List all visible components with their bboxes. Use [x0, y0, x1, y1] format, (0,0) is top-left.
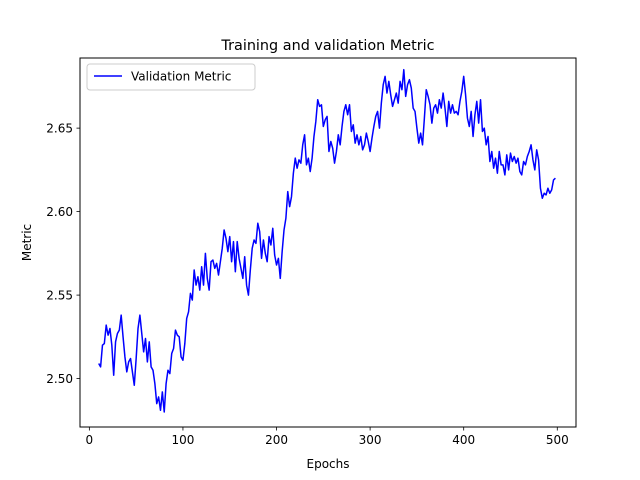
legend-label: Validation Metric — [131, 70, 231, 84]
x-tick-label: 100 — [171, 433, 194, 447]
legend-box — [86, 63, 256, 91]
legend: Validation Metric — [86, 63, 256, 91]
plot-frame — [79, 57, 577, 428]
series-line-validation-metric — [98, 68, 556, 413]
y-tick-label: 2.55 — [46, 289, 73, 303]
line-group — [98, 68, 556, 413]
x-tick-label: 400 — [452, 433, 475, 447]
y-tick-label: 2.50 — [46, 372, 73, 386]
x-axis: 0 100 200 300 400 500 — [86, 427, 569, 447]
x-axis-label: Epochs — [307, 457, 350, 471]
x-tick-label: 0 — [86, 433, 94, 447]
x-tick-label: 500 — [546, 433, 569, 447]
y-tick-label: 2.60 — [46, 205, 73, 219]
x-tick-label: 200 — [265, 433, 288, 447]
plot-area — [79, 57, 577, 428]
y-axis: 2.50 2.55 2.60 2.65 — [46, 122, 80, 386]
x-tick-label: 300 — [359, 433, 382, 447]
chart-title: Training and validation Metric — [220, 38, 434, 54]
y-axis-label: Metric — [20, 224, 34, 261]
y-tick-label: 2.65 — [46, 122, 73, 136]
